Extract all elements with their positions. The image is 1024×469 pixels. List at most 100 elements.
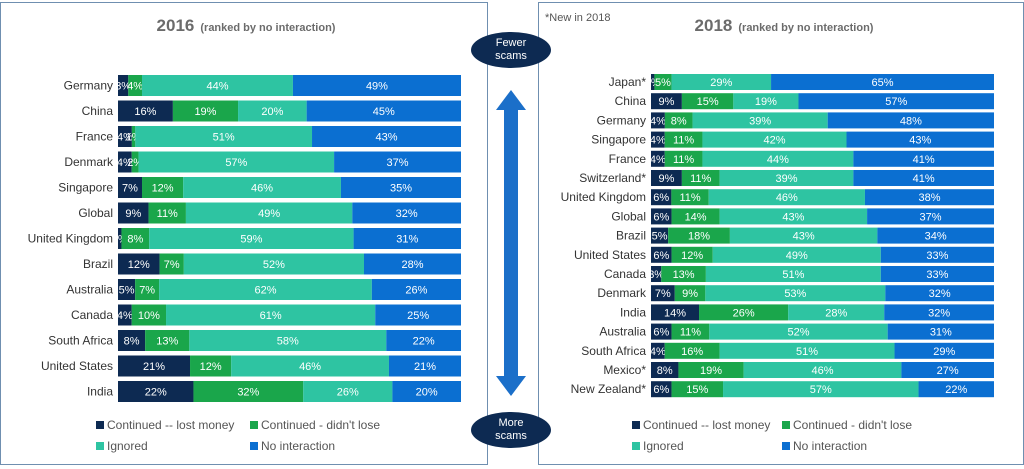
segment-data-label: 57% xyxy=(885,96,907,108)
legend-label: Continued - didn't lose xyxy=(793,418,912,432)
segment-data-label: 43% xyxy=(793,231,815,243)
segment-data-label: 53% xyxy=(784,288,806,300)
chart-panel-2016: 2016 (ranked by no interaction) Germany 3% 4… xyxy=(0,2,488,465)
legend-label: Ignored xyxy=(643,439,684,453)
category-label: South Africa xyxy=(48,334,113,348)
category-label: Denmark xyxy=(597,286,647,300)
segment-data-label: 45% xyxy=(373,106,395,118)
legend-swatch-didnt-lose xyxy=(782,421,790,429)
segment-data-label: 51% xyxy=(782,269,804,281)
bar-segment-ignored xyxy=(705,285,886,302)
bar-segment-didnt-lose xyxy=(671,189,709,206)
segment-data-label: 27% xyxy=(937,365,959,377)
segment-data-label: 44% xyxy=(206,81,228,93)
bar-segment-no-interaction xyxy=(887,323,994,340)
bar-segment-didnt-lose xyxy=(190,355,232,377)
segment-data-label: 41% xyxy=(913,173,935,185)
bar-segment-lost xyxy=(651,285,675,302)
bar-segment-didnt-lose xyxy=(159,253,184,275)
bar-segment-didnt-lose xyxy=(128,75,143,96)
category-label: China xyxy=(82,104,114,118)
bar-segment-ignored xyxy=(712,246,881,263)
segment-data-label: 13% xyxy=(156,336,178,348)
category-label: Australia xyxy=(599,325,646,339)
bar-segment-no-interaction xyxy=(918,381,994,398)
category-label: Global xyxy=(611,209,646,223)
legend-label: Continued -- lost money xyxy=(107,418,234,432)
bar-segment-no-interaction xyxy=(771,74,994,90)
segment-data-label: 28% xyxy=(401,259,423,271)
segment-data-label: 19% xyxy=(194,106,216,118)
bar-segment-didnt-lose xyxy=(699,304,789,321)
segment-data-label: 49% xyxy=(786,250,808,262)
bar-segment-didnt-lose xyxy=(671,323,710,340)
bar-segment-ignored xyxy=(723,381,919,398)
bar-segment-no-interaction xyxy=(853,170,994,186)
segment-data-label: 16% xyxy=(134,106,156,118)
segment-data-label: 7% xyxy=(139,285,155,297)
legend-label: Continued -- lost money xyxy=(643,418,770,432)
bar-segment-didnt-lose xyxy=(674,285,706,302)
category-label: France xyxy=(609,152,647,166)
bar-segment-ignored xyxy=(142,75,293,96)
bar-segment-no-interaction xyxy=(880,246,994,263)
segment-data-label: 41% xyxy=(913,154,935,166)
segment-data-label: 59% xyxy=(240,234,262,246)
bar-segment-no-interaction xyxy=(884,304,994,321)
segment-data-label: 5% xyxy=(119,285,135,297)
chart-2016-title: 2016 xyxy=(157,16,195,35)
bar-segment-no-interaction xyxy=(292,75,461,96)
category-label: United Kingdom xyxy=(561,190,646,204)
segment-data-label: 18% xyxy=(688,231,710,243)
segment-data-label: 52% xyxy=(263,259,285,271)
category-label: Brazil xyxy=(616,229,646,243)
legend-label: Ignored xyxy=(107,439,148,453)
chart-2018-title: 2018 xyxy=(695,16,733,35)
category-label: Singapore xyxy=(58,181,113,195)
segment-data-label: 14% xyxy=(685,211,707,223)
segment-data-label: 15% xyxy=(697,96,719,108)
segment-data-label: 8% xyxy=(124,336,140,348)
category-label: France xyxy=(76,130,114,144)
segment-data-label: 4% xyxy=(117,310,133,322)
bar-segment-didnt-lose xyxy=(664,112,693,129)
segment-data-label: 22% xyxy=(945,384,967,396)
segment-data-label: 19% xyxy=(700,365,722,377)
bar-segment-lost xyxy=(651,112,665,129)
segment-data-label: 4% xyxy=(650,154,666,166)
category-label: Germany xyxy=(64,79,113,93)
bar-segment-ignored xyxy=(138,151,335,173)
bar-segment-lost xyxy=(651,227,669,244)
bar-segment-no-interaction xyxy=(894,342,994,359)
category-label: Germany xyxy=(597,113,646,127)
bar-segment-didnt-lose xyxy=(148,202,186,224)
bar-segment-lost xyxy=(118,126,132,147)
segment-data-label: 11% xyxy=(157,208,178,220)
segment-data-label: 52% xyxy=(787,327,809,339)
bar-segment-ignored xyxy=(719,208,868,225)
segment-data-label: 8% xyxy=(127,234,143,246)
bar-segment-lost xyxy=(651,323,672,340)
segment-data-label: 43% xyxy=(782,211,804,223)
segment-data-label: 3% xyxy=(648,269,664,281)
scam-direction-indicator: Fewer scams More scams xyxy=(471,32,551,448)
bar-segment-lost xyxy=(118,304,132,326)
bar-segment-didnt-lose xyxy=(131,151,139,173)
segment-data-label: 62% xyxy=(254,285,276,297)
chart-2018-svg: *New in 2018 2018 (ranked by no interacti… xyxy=(545,12,994,453)
bar-segment-ignored xyxy=(166,304,376,326)
bar-segment-didnt-lose xyxy=(172,100,239,122)
bar-segment-ignored xyxy=(671,74,772,90)
bar-segment-ignored xyxy=(183,177,341,198)
segment-data-label: 11% xyxy=(680,327,701,339)
bar-segment-no-interaction xyxy=(306,100,461,122)
segment-data-label: 61% xyxy=(260,310,282,322)
segment-data-label: 12% xyxy=(152,183,174,195)
bar-segment-ignored xyxy=(705,266,881,282)
segment-data-label: 11% xyxy=(690,173,711,185)
bar-segment-lost xyxy=(118,100,173,122)
segment-data-label: 57% xyxy=(810,384,832,396)
bar-segment-didnt-lose xyxy=(121,228,150,249)
bar-segment-no-interaction xyxy=(846,131,994,148)
segment-data-label: 46% xyxy=(299,361,321,373)
